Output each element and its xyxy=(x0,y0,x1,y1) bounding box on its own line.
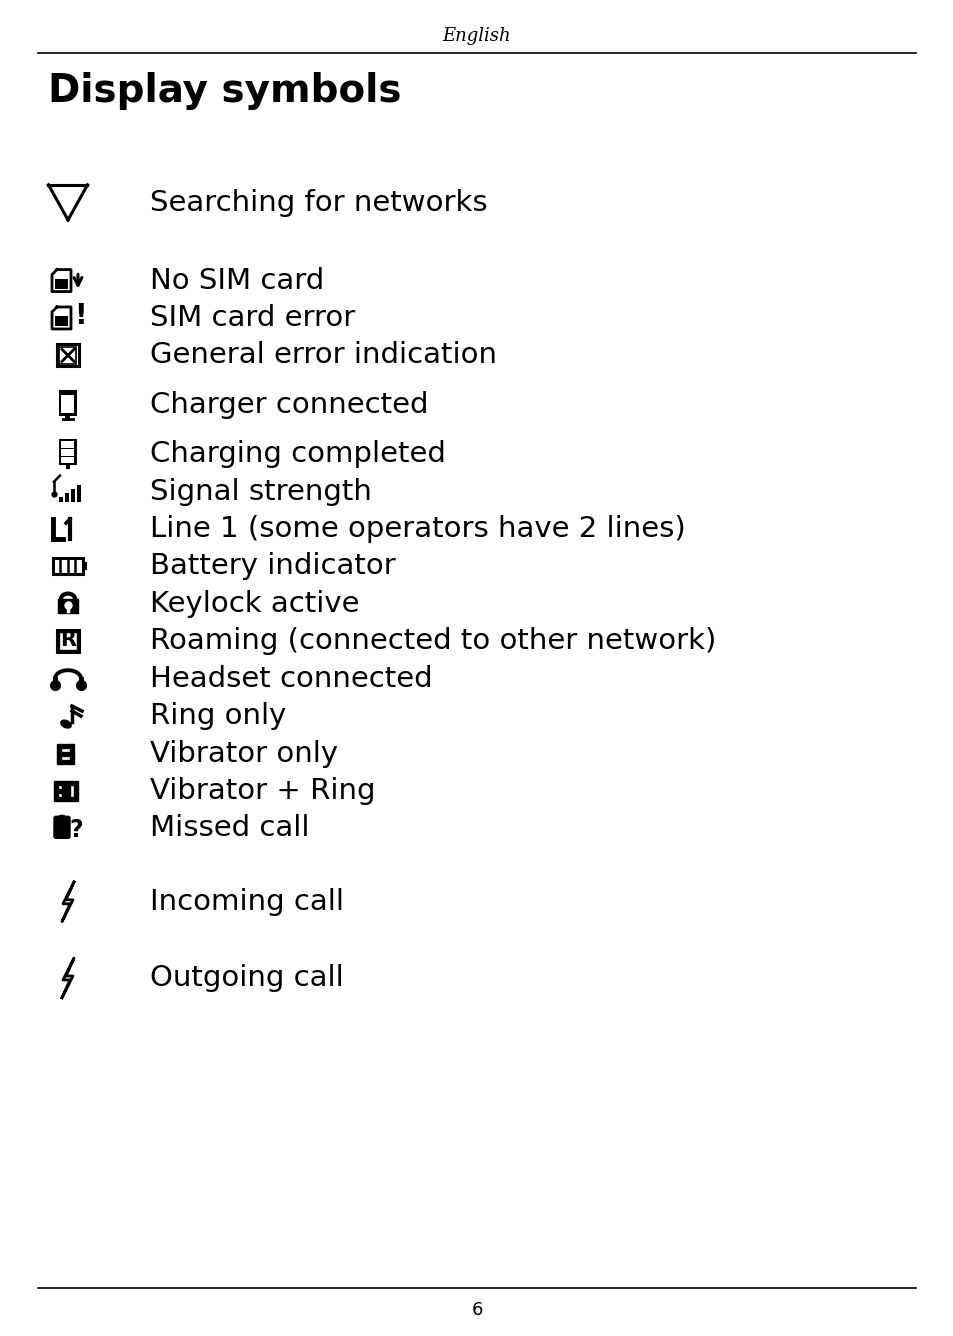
Ellipse shape xyxy=(58,815,66,822)
Bar xyxy=(71,489,75,501)
Bar xyxy=(59,632,77,651)
Text: Ring only: Ring only xyxy=(150,703,286,729)
Bar xyxy=(61,457,74,464)
Bar xyxy=(65,493,69,501)
Text: Charger connected: Charger connected xyxy=(150,391,428,418)
Text: Charging completed: Charging completed xyxy=(150,441,445,468)
Text: General error indication: General error indication xyxy=(150,342,497,369)
Ellipse shape xyxy=(61,720,71,728)
Text: Keylock active: Keylock active xyxy=(150,591,359,617)
Text: Vibrator + Ring: Vibrator + Ring xyxy=(150,778,375,804)
Text: R: R xyxy=(60,631,76,651)
Text: Vibrator only: Vibrator only xyxy=(150,740,337,767)
Bar xyxy=(57,345,79,366)
Text: 6: 6 xyxy=(471,1301,482,1319)
Bar xyxy=(66,415,71,421)
Bar xyxy=(61,395,74,413)
Bar xyxy=(61,441,74,448)
FancyBboxPatch shape xyxy=(54,816,70,838)
Text: English: English xyxy=(442,27,511,45)
Text: Line 1 (some operators have 2 lines): Line 1 (some operators have 2 lines) xyxy=(150,516,685,542)
Bar xyxy=(59,440,77,465)
Text: Incoming call: Incoming call xyxy=(150,888,344,915)
Ellipse shape xyxy=(58,831,66,838)
Bar xyxy=(61,449,74,456)
Text: !: ! xyxy=(73,302,86,330)
Text: No SIM card: No SIM card xyxy=(150,267,324,294)
Bar xyxy=(59,347,76,363)
Text: Battery indicator: Battery indicator xyxy=(150,553,395,580)
Text: Headset connected: Headset connected xyxy=(150,665,432,692)
Text: Display symbols: Display symbols xyxy=(48,72,401,110)
Bar xyxy=(58,599,78,613)
Bar xyxy=(55,279,68,289)
Bar xyxy=(83,562,87,570)
Text: SIM card error: SIM card error xyxy=(150,305,355,331)
Text: ?: ? xyxy=(70,819,83,842)
Bar xyxy=(59,390,77,415)
Text: Signal strength: Signal strength xyxy=(150,478,372,505)
Bar xyxy=(53,558,83,574)
Bar xyxy=(66,465,70,469)
Bar xyxy=(77,485,81,501)
Text: Roaming (connected to other network): Roaming (connected to other network) xyxy=(150,628,716,655)
Bar xyxy=(59,497,63,501)
Text: Outgoing call: Outgoing call xyxy=(150,965,343,991)
Text: Missed call: Missed call xyxy=(150,815,309,842)
Text: Searching for networks: Searching for networks xyxy=(150,190,487,216)
Bar xyxy=(55,317,68,326)
Bar xyxy=(57,631,79,652)
